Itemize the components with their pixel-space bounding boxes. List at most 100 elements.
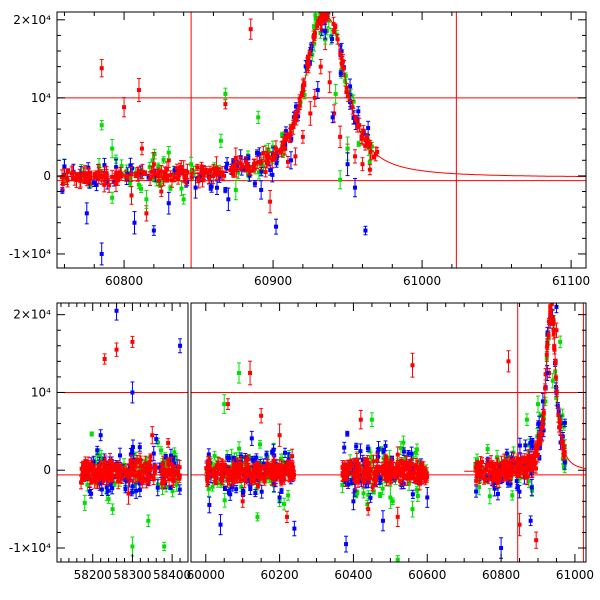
data-point [375, 450, 380, 455]
data-point [106, 497, 111, 502]
data-point [101, 477, 106, 482]
data-point [169, 470, 174, 475]
data-point [338, 71, 343, 76]
data-point [97, 468, 102, 473]
data-point [231, 456, 236, 461]
data-point [205, 477, 210, 482]
data-point [114, 165, 119, 170]
data-point [110, 195, 115, 200]
data-point [263, 170, 268, 174]
data-point [177, 487, 182, 492]
data-point [159, 189, 164, 194]
data-point [354, 444, 359, 449]
data-point [104, 472, 109, 477]
data-point [319, 19, 324, 24]
data-point [151, 177, 156, 182]
data-point [367, 160, 372, 165]
data-point [137, 471, 142, 476]
data-point [262, 475, 267, 480]
data-point [253, 474, 258, 479]
data-point [115, 472, 120, 477]
data-point [226, 490, 231, 495]
data-point [207, 502, 212, 507]
data-point [182, 174, 187, 179]
data-point [138, 458, 143, 463]
data-point [164, 485, 169, 490]
data-point [114, 308, 119, 313]
data-point [254, 455, 259, 460]
data-point [220, 474, 225, 479]
data-point [161, 176, 166, 181]
data-point [375, 149, 380, 154]
data-point [242, 478, 247, 483]
data-point [221, 173, 226, 178]
data-point [244, 159, 249, 164]
data-point [82, 476, 87, 481]
data-point [332, 111, 337, 116]
data-point [105, 179, 110, 184]
data-point [132, 463, 137, 468]
data-point [281, 152, 286, 157]
data-point [98, 433, 103, 438]
data-point [160, 481, 165, 486]
data-point [340, 482, 345, 487]
data-point [99, 456, 104, 461]
data-point [255, 160, 260, 165]
data-point [214, 185, 219, 190]
data-point [223, 188, 228, 193]
data-point [282, 137, 287, 142]
data-point [152, 152, 157, 157]
data-point [157, 465, 162, 470]
data-point [114, 347, 119, 352]
data-point [168, 453, 173, 458]
data-point [414, 487, 419, 492]
x-tick-label: 61000 [403, 274, 441, 288]
data-point [99, 251, 104, 256]
data-point [265, 454, 270, 459]
data-point [80, 472, 85, 477]
data-point [89, 431, 94, 436]
data-point [217, 174, 222, 179]
data-point [110, 486, 115, 491]
data-point [161, 157, 166, 162]
data-point [209, 173, 214, 178]
data-point [368, 149, 373, 154]
data-point [410, 455, 415, 460]
data-point [259, 187, 264, 192]
data-point [410, 492, 415, 497]
data-point [273, 463, 278, 468]
data-point [155, 485, 160, 490]
data-point [294, 118, 299, 123]
data-point [230, 165, 235, 170]
data-point [104, 171, 109, 176]
data-point [62, 164, 67, 169]
data-point [185, 170, 190, 175]
data-point [209, 184, 214, 189]
data-point [79, 480, 84, 485]
data-point [261, 151, 266, 156]
data-point [129, 193, 134, 198]
data-point [368, 495, 373, 500]
data-point [165, 176, 170, 181]
data-point [226, 197, 231, 202]
data-point [107, 183, 112, 188]
data-point [250, 475, 255, 480]
data-point [252, 467, 257, 472]
data-point [88, 477, 93, 482]
data-point [294, 104, 299, 109]
data-point [94, 182, 99, 187]
data-point [129, 460, 134, 465]
data-point [277, 475, 282, 480]
data-point [365, 502, 370, 507]
data-point [156, 172, 161, 177]
data-point [81, 172, 86, 177]
data-point [375, 454, 380, 459]
data-point [134, 488, 139, 493]
data-point [240, 466, 245, 471]
data-point [330, 36, 335, 41]
data-point [98, 462, 103, 467]
data-point [411, 476, 416, 481]
data-point [167, 477, 172, 482]
data-point [256, 115, 261, 120]
data-point [177, 465, 182, 470]
